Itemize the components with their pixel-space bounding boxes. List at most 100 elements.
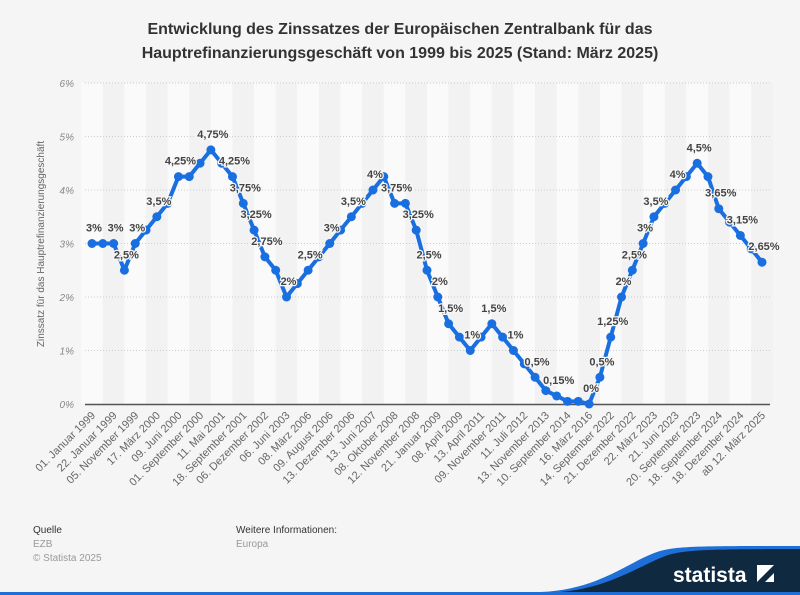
data-point [606, 332, 616, 342]
logo-mark-icon [757, 565, 774, 582]
data-point [260, 252, 270, 262]
data-label: 2,5% [622, 249, 647, 261]
data-point [671, 185, 681, 195]
source-heading: Quelle [33, 525, 62, 536]
data-point [714, 204, 724, 214]
plot-stripe [340, 83, 363, 404]
data-point [692, 158, 702, 168]
data-point [238, 198, 248, 208]
data-label: 4,25% [219, 156, 250, 168]
data-point [422, 265, 432, 275]
data-point [411, 225, 421, 235]
data-label: 4,25% [165, 156, 196, 168]
data-label: 3,15% [727, 214, 758, 226]
data-point [530, 372, 540, 382]
data-point [681, 172, 691, 182]
plot-stripe [189, 83, 211, 404]
data-label: 2,5% [114, 249, 139, 261]
data-label: 3,5% [643, 196, 668, 208]
data-point [282, 292, 292, 302]
plot-stripe [535, 83, 557, 404]
data-point [303, 265, 313, 275]
plot-stripe [362, 83, 384, 404]
data-point [703, 172, 713, 182]
data-label: 3% [108, 223, 124, 235]
data-point [98, 239, 108, 248]
plot-stripe [664, 83, 687, 404]
y-tick-label: 4% [60, 186, 75, 197]
data-labels: 3% 3% 2,5% 3% 3,5% 4,25% 4,75% 4,25% 3,75% 3,25% 2… [85, 128, 781, 397]
plot-stripe [297, 83, 319, 404]
data-point [184, 172, 194, 182]
data-point [400, 198, 410, 208]
data-label: 3,25% [403, 209, 434, 221]
data-point [541, 386, 551, 396]
data-point [487, 319, 497, 329]
plot-stripe [751, 83, 773, 404]
data-point [638, 239, 648, 248]
data-point [390, 198, 400, 208]
y-tick-label: 3% [60, 240, 75, 251]
data-point [584, 399, 594, 409]
y-tick-label: 6% [60, 79, 75, 90]
chart-title-line-2: Hauptrefinanzierungsgeschäft von 1999 bi… [141, 45, 659, 62]
y-tick-label: 1% [60, 347, 75, 358]
data-point [627, 265, 637, 275]
data-label: 2,5% [298, 249, 323, 261]
data-label: 2% [616, 276, 632, 288]
info-heading: Weitere Informationen: [236, 525, 337, 536]
chart-title: Entwicklung des Zinssatzes der Europäisc… [0, 18, 800, 66]
plot-stripe [643, 83, 665, 404]
data-label: 2,5% [416, 249, 441, 261]
data-point [173, 172, 183, 182]
plot-stripe [621, 83, 644, 404]
data-point [757, 257, 767, 267]
plot-stripe [254, 83, 276, 404]
data-point [227, 172, 237, 182]
copyright: © Statista 2025 [33, 553, 102, 564]
data-label: 1,5% [481, 303, 506, 315]
data-point [87, 239, 97, 248]
data-point [163, 198, 173, 208]
data-point [368, 185, 378, 195]
data-point [109, 239, 119, 248]
data-label: 1,25% [597, 316, 628, 328]
y-axis-ticks: 0% 1% 2% 3% 4% 5% 6% [59, 79, 75, 411]
data-label: 3% [637, 223, 653, 235]
series-points [87, 145, 767, 409]
data-point [465, 346, 475, 355]
source-value: EZB [33, 539, 53, 550]
data-point [498, 332, 508, 342]
y-tick-label: 2% [59, 293, 75, 304]
info-link[interactable]: Europa [236, 539, 269, 550]
data-label: 0,5% [525, 356, 550, 368]
plot-stripe [210, 83, 233, 404]
data-point [433, 292, 443, 302]
plot-stripe [146, 83, 168, 404]
data-point [562, 396, 572, 406]
source-block: Quelle EZB © Statista 2025 [33, 524, 102, 566]
line-chart: 0% 1% 2% 3% 4% 5% 6% Zinssatz für das Hauptref… [33, 79, 781, 489]
data-label: 3% [129, 223, 145, 235]
y-axis-label: Zinssatz für das Hauptrefinanzierungsges… [36, 141, 47, 347]
data-point [119, 265, 129, 275]
data-point [476, 332, 486, 342]
data-label: 0% [583, 383, 599, 395]
data-point [444, 319, 454, 329]
data-label: 2% [432, 276, 448, 288]
data-label: 4% [367, 169, 383, 181]
gridlines [85, 82, 770, 351]
data-point [195, 158, 205, 168]
data-label: 0,15% [543, 375, 574, 387]
data-label: 1% [507, 330, 523, 342]
data-label: 1% [464, 330, 480, 342]
data-point [735, 230, 745, 240]
data-label: 4,75% [197, 129, 228, 141]
data-point [595, 372, 605, 382]
data-point [325, 239, 335, 248]
data-point [292, 279, 302, 289]
data-label: 3,25% [240, 209, 271, 221]
plot-stripe [513, 83, 536, 404]
data-label: 3% [324, 223, 340, 235]
